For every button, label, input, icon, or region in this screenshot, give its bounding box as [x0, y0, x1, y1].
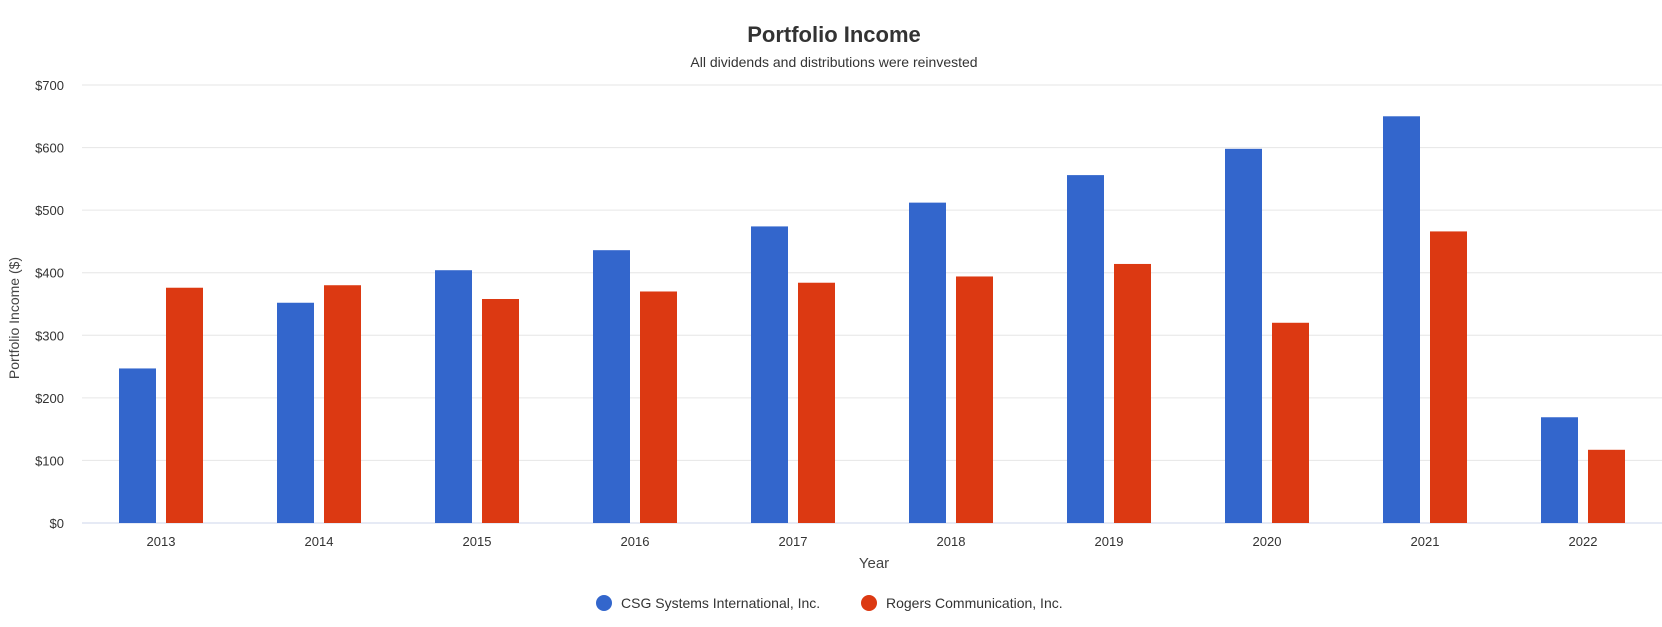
legend: CSG Systems International, Inc. Rogers Co… — [596, 595, 1063, 611]
legend-label: Rogers Communication, Inc. — [886, 595, 1063, 611]
y-tick-label: $600 — [35, 141, 64, 156]
grid-layer — [82, 84, 1662, 524]
y-tick-label: $100 — [35, 453, 64, 468]
x-axis-label: Year — [859, 555, 889, 572]
bars-layer — [119, 116, 1625, 524]
legend-marker — [596, 595, 612, 611]
bar-rogers-2015[interactable] — [482, 298, 519, 523]
x-tick-label: 2021 — [1411, 534, 1440, 549]
chart-title: Portfolio Income — [747, 22, 921, 47]
bar-rogers-2022[interactable] — [1588, 449, 1625, 523]
bar-rogers-2020[interactable] — [1272, 322, 1309, 523]
y-tick-label: $400 — [35, 266, 64, 281]
bar-csg-2021[interactable] — [1383, 116, 1420, 524]
bar-csg-2020[interactable] — [1225, 148, 1262, 523]
x-tick-label: 2022 — [1569, 534, 1598, 549]
bar-rogers-2014[interactable] — [324, 285, 361, 523]
legend-item-rogers[interactable]: Rogers Communication, Inc. — [861, 595, 1063, 611]
bar-csg-2018[interactable] — [909, 202, 946, 524]
x-tick-label: 2014 — [305, 534, 334, 549]
bar-csg-2022[interactable] — [1541, 417, 1578, 523]
x-tick-label: 2016 — [621, 534, 650, 549]
y-tick-label: $500 — [35, 203, 64, 218]
x-tick-label: 2019 — [1095, 534, 1124, 549]
x-axis-ticks: 2013 2014 2015 2016 2017 2018 2019 2020 2021 2022 — [147, 534, 1598, 549]
bar-rogers-2016[interactable] — [640, 291, 677, 523]
x-tick-label: 2020 — [1253, 534, 1282, 549]
bar-rogers-2021[interactable] — [1430, 231, 1467, 523]
bar-rogers-2017[interactable] — [798, 282, 835, 523]
x-tick-label: 2013 — [147, 534, 176, 549]
bar-csg-2017[interactable] — [751, 226, 788, 523]
bar-csg-2013[interactable] — [119, 368, 156, 523]
x-tick-label: 2015 — [463, 534, 492, 549]
bar-csg-2015[interactable] — [435, 270, 472, 523]
bar-rogers-2013[interactable] — [166, 287, 203, 523]
bar-rogers-2018[interactable] — [956, 276, 993, 523]
y-axis-ticks: $0 $100 $200 $300 $400 $500 $600 $700 — [35, 78, 64, 531]
y-tick-label: $300 — [35, 328, 64, 343]
bar-csg-2019[interactable] — [1067, 175, 1104, 524]
x-tick-label: 2017 — [779, 534, 808, 549]
chart-subtitle: All dividends and distributions were rei… — [690, 54, 977, 70]
legend-item-csg[interactable]: CSG Systems International, Inc. — [596, 595, 820, 611]
bar-rogers-2019[interactable] — [1114, 263, 1151, 523]
y-tick-label: $200 — [35, 391, 64, 406]
y-tick-label: $0 — [50, 516, 64, 531]
legend-label: CSG Systems International, Inc. — [621, 595, 820, 611]
bar-csg-2016[interactable] — [593, 250, 630, 523]
y-axis-label: Portfolio Income ($) — [6, 257, 22, 379]
bar-csg-2014[interactable] — [277, 302, 314, 523]
y-tick-label: $700 — [35, 78, 64, 93]
legend-marker — [861, 595, 877, 611]
x-tick-label: 2018 — [937, 534, 966, 549]
